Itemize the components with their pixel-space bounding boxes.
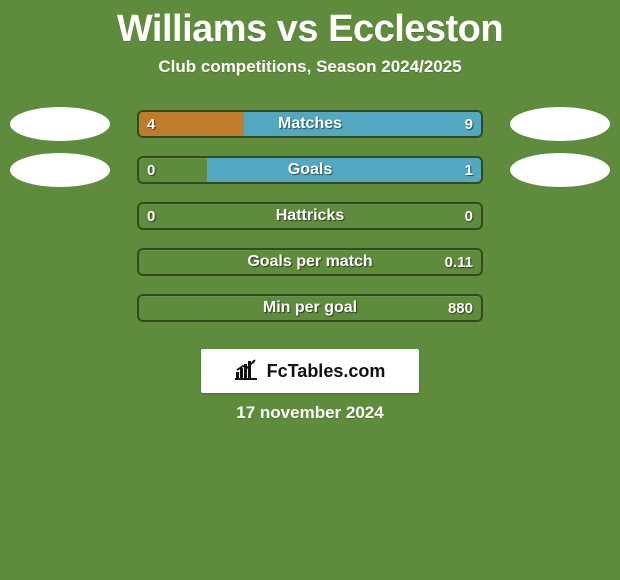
team-left-logo bbox=[10, 107, 110, 141]
stat-bar: 880Min per goal bbox=[137, 294, 483, 322]
stat-row: 01Goals bbox=[0, 147, 620, 193]
stat-value-left: 0 bbox=[139, 204, 163, 228]
stat-value-right: 0.11 bbox=[437, 250, 481, 274]
stat-bar: 0.11Goals per match bbox=[137, 248, 483, 276]
stat-row: 880Min per goal bbox=[0, 285, 620, 331]
stat-row: 0 0Hattricks bbox=[0, 193, 620, 239]
page-title: Williams vs Eccleston bbox=[0, 8, 620, 51]
brand-text: FcTables.com bbox=[267, 361, 386, 382]
stat-bar: 0 0Hattricks bbox=[137, 202, 483, 230]
snapshot-date: 17 november 2024 bbox=[0, 403, 620, 423]
stat-value-right: 880 bbox=[440, 296, 481, 320]
stat-label: Hattricks bbox=[139, 204, 481, 228]
stat-value-left bbox=[139, 250, 155, 274]
stat-bar: 01Goals bbox=[137, 156, 483, 184]
stat-value-left bbox=[139, 296, 155, 320]
stat-bar-right-fill bbox=[207, 158, 481, 182]
brand-chart-icon bbox=[235, 358, 261, 385]
stat-row: 0.11Goals per match bbox=[0, 239, 620, 285]
stat-bar-right-fill bbox=[244, 112, 481, 136]
brand-badge[interactable]: FcTables.com bbox=[201, 349, 419, 393]
stat-bar-left-fill bbox=[139, 112, 244, 136]
team-right-logo bbox=[510, 153, 610, 187]
stat-label: Min per goal bbox=[139, 296, 481, 320]
comparison-card: Williams vs Eccleston Club competitions,… bbox=[0, 0, 620, 423]
season-subtitle: Club competitions, Season 2024/2025 bbox=[0, 57, 620, 77]
stat-bar: 49Matches bbox=[137, 110, 483, 138]
stats-container: 49Matches01Goals00Hattricks0.11Goals per… bbox=[0, 101, 620, 331]
stat-value-left: 0 bbox=[139, 158, 163, 182]
team-right-logo bbox=[510, 107, 610, 141]
stat-row: 49Matches bbox=[0, 101, 620, 147]
stat-value-right: 0 bbox=[457, 204, 481, 228]
stat-label: Goals per match bbox=[139, 250, 481, 274]
team-left-logo bbox=[10, 153, 110, 187]
